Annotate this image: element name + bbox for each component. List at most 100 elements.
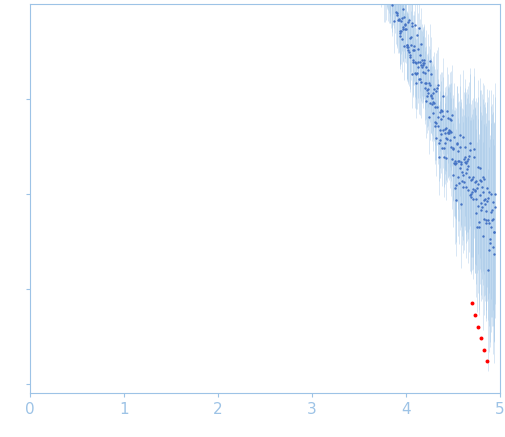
Point (487, 208, 495, 215)
Point (437, 116, 445, 123)
Point (469, 195, 477, 202)
Point (398, 35, 407, 42)
Point (432, 119, 440, 126)
Point (422, 63, 430, 70)
Point (454, 174, 462, 181)
Point (459, 184, 467, 191)
Point (484, 194, 492, 201)
Point (416, 76, 424, 83)
Point (426, 82, 434, 89)
Point (391, 0, 399, 4)
Point (433, 84, 441, 91)
Point (467, 194, 475, 201)
Point (429, 90, 437, 97)
Point (438, 108, 446, 114)
Point (452, 182, 461, 189)
Point (401, 25, 409, 32)
Point (428, 95, 436, 102)
Point (464, 156, 472, 163)
Point (447, 117, 456, 124)
Point (477, 200, 485, 207)
Point (471, 186, 479, 193)
Point (423, 87, 431, 94)
Point (458, 177, 466, 184)
Point (422, 98, 430, 105)
Point (473, 223, 481, 230)
Point (405, 19, 413, 26)
Point (464, 163, 472, 170)
Point (402, 42, 411, 49)
Point (457, 161, 465, 168)
Point (406, 54, 414, 61)
Point (448, 112, 456, 119)
Point (491, 204, 499, 211)
Point (392, 8, 400, 15)
Point (462, 184, 470, 191)
Point (465, 152, 473, 159)
Point (434, 113, 442, 120)
Point (455, 180, 463, 187)
Point (476, 191, 484, 198)
Point (431, 119, 439, 126)
Point (397, 17, 405, 24)
Point (416, 59, 424, 66)
Point (423, 79, 431, 86)
Point (450, 161, 459, 168)
Point (485, 219, 493, 226)
Point (444, 128, 452, 135)
Point (420, 56, 428, 63)
Point (426, 100, 434, 107)
Point (397, 14, 406, 21)
Point (460, 179, 468, 186)
Point (417, 62, 425, 69)
Point (459, 171, 467, 178)
Point (405, 49, 413, 55)
Point (395, 33, 403, 40)
Point (408, 22, 416, 29)
Point (407, 42, 415, 49)
Point (442, 154, 450, 161)
Point (395, 15, 403, 22)
Point (406, 34, 414, 41)
Point (469, 186, 477, 193)
Point (461, 144, 469, 151)
Point (468, 300, 476, 307)
Point (399, 24, 408, 31)
Point (468, 191, 476, 198)
Point (432, 135, 440, 142)
Point (476, 165, 484, 172)
Point (470, 154, 478, 161)
Point (456, 165, 464, 172)
Point (434, 81, 442, 88)
Point (463, 160, 471, 166)
Point (418, 56, 426, 63)
Point (483, 216, 491, 223)
Point (446, 128, 454, 135)
Point (472, 210, 480, 217)
Point (405, 16, 413, 23)
Point (456, 132, 464, 139)
Point (425, 80, 433, 87)
Point (403, 44, 411, 51)
Point (417, 40, 425, 47)
Point (471, 312, 479, 319)
Point (490, 229, 498, 236)
Point (463, 166, 471, 173)
Point (457, 158, 465, 165)
Point (395, 16, 403, 23)
Point (416, 52, 424, 59)
Point (411, 58, 419, 65)
Point (415, 75, 423, 82)
Point (444, 129, 452, 136)
Point (411, 69, 419, 76)
Point (403, 42, 411, 49)
Point (420, 59, 428, 66)
Point (433, 104, 441, 111)
Point (409, 56, 417, 63)
Point (432, 87, 440, 94)
Point (401, 21, 410, 28)
Point (434, 122, 442, 129)
Point (412, 70, 420, 77)
Point (445, 127, 453, 134)
Point (393, 12, 401, 19)
